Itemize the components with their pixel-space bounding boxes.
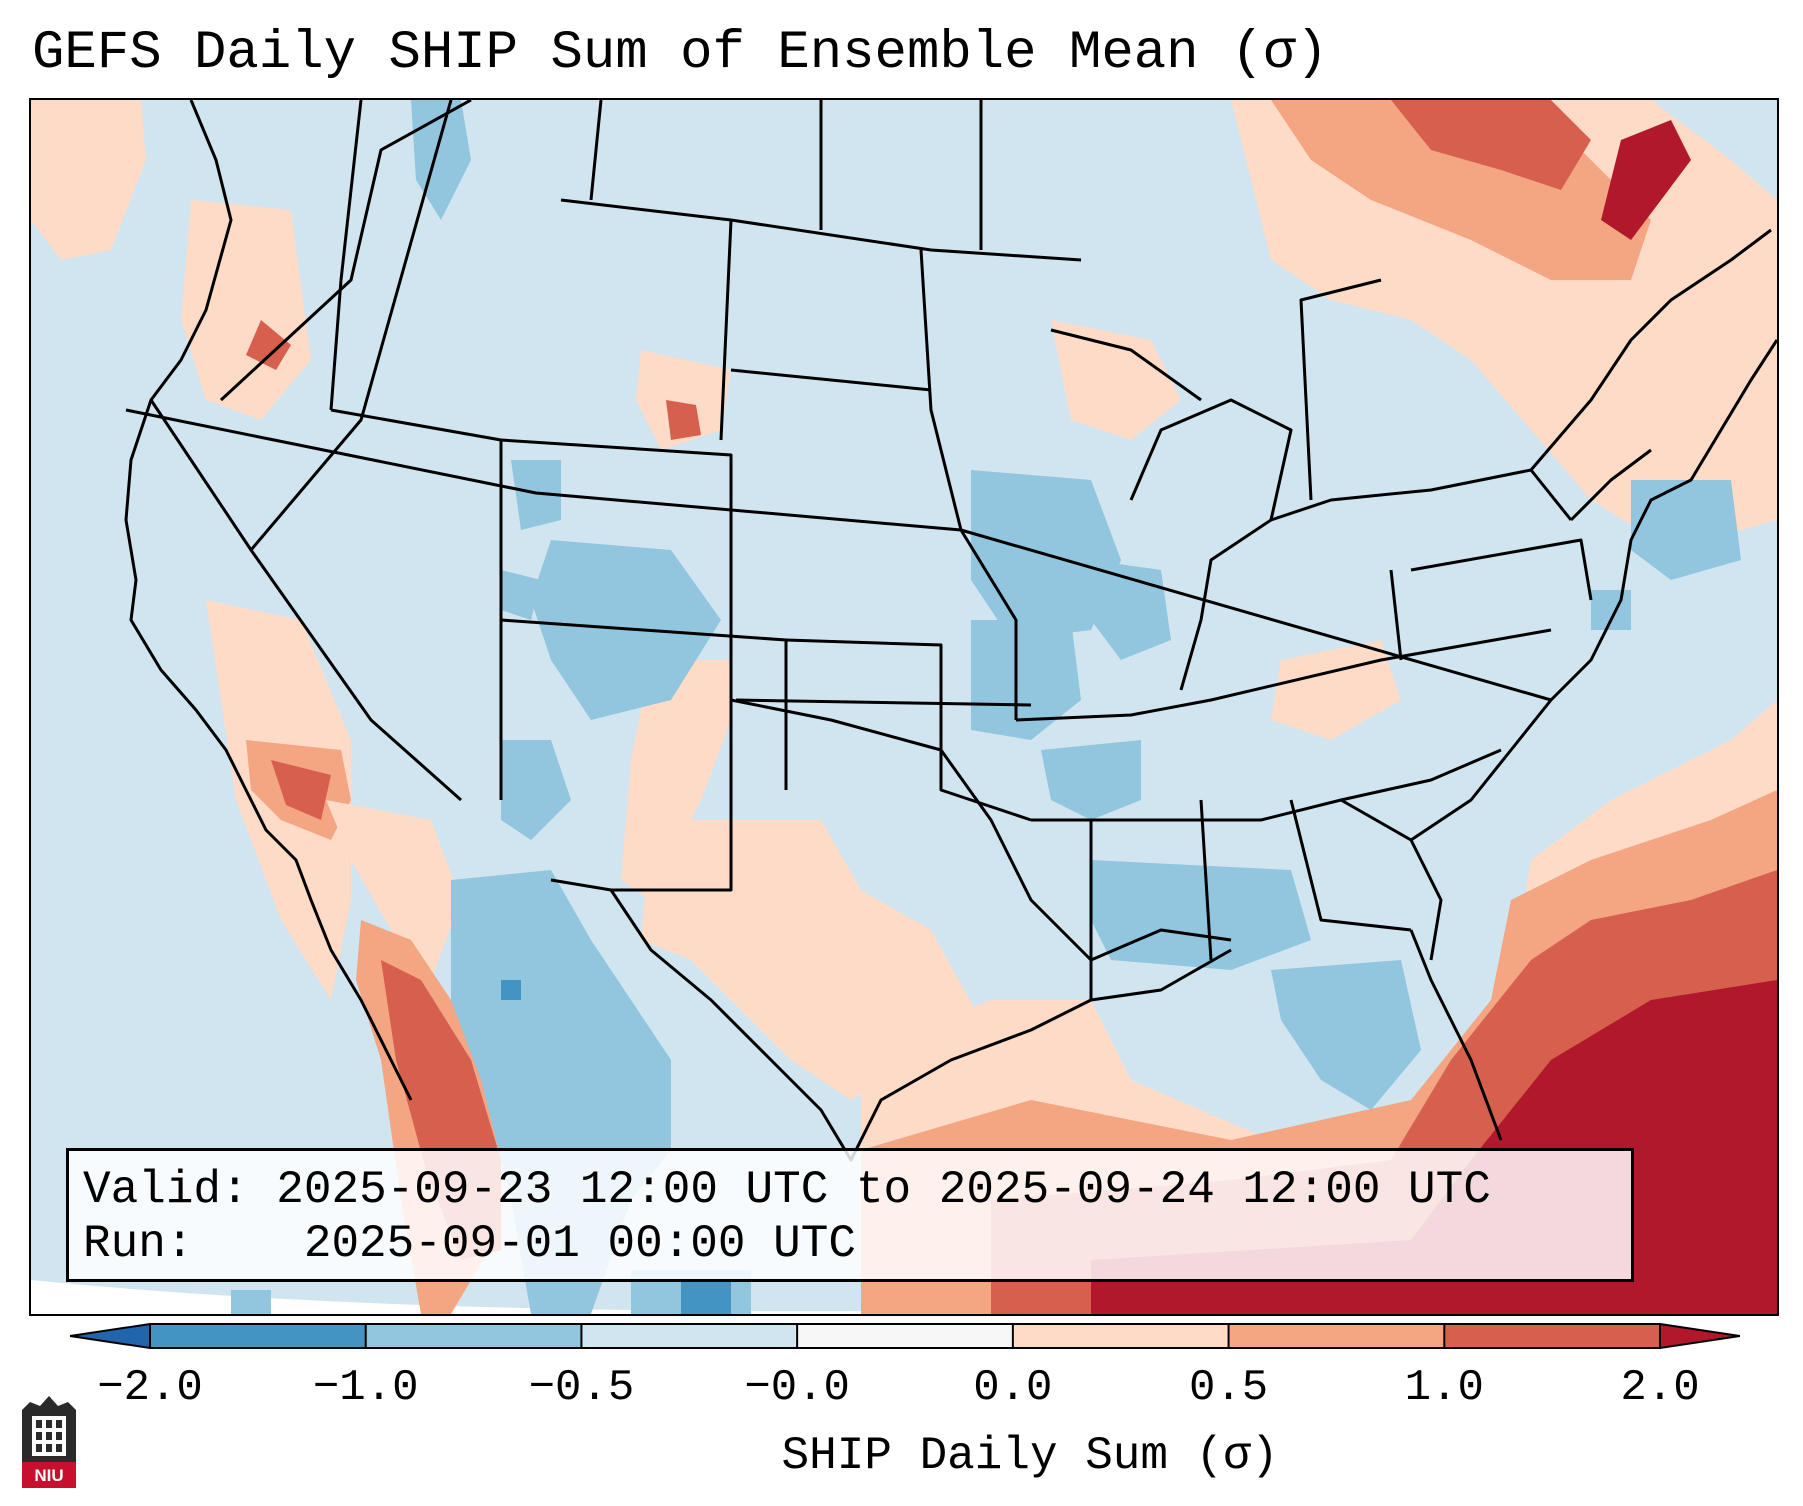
run-line: Run: 2025-09-01 00:00 UTC bbox=[83, 1217, 1631, 1271]
colorbar-tick-label: 1.0 bbox=[1404, 1363, 1484, 1413]
colorbar-segment bbox=[150, 1324, 367, 1348]
colorbar-segment bbox=[365, 1324, 582, 1348]
colorbar-tick-label: −1.0 bbox=[312, 1363, 419, 1413]
run-label: Run: bbox=[83, 1218, 194, 1270]
info-box: Valid: 2025-09-23 12:00 UTC to 2025-09-2… bbox=[66, 1148, 1634, 1282]
colorbar-tick-label: −0.0 bbox=[744, 1363, 850, 1413]
colorbar-tick-label: 0.0 bbox=[973, 1363, 1053, 1413]
colorbar-segment bbox=[581, 1324, 798, 1348]
colorbar-segments bbox=[70, 1324, 1740, 1348]
ship-field-map bbox=[31, 100, 1777, 1314]
chart-title: GEFS Daily SHIP Sum of Ensemble Mean (σ) bbox=[32, 23, 1329, 84]
boundaries bbox=[124, 100, 1777, 1162]
valid-line: Valid: 2025-09-23 12:00 UTC to 2025-09-2… bbox=[83, 1163, 1631, 1217]
run-value: 2025-09-01 00:00 UTC bbox=[303, 1218, 856, 1270]
valid-label: Valid: bbox=[83, 1164, 249, 1216]
svg-text:NIU: NIU bbox=[34, 1466, 63, 1485]
colorbar-segment bbox=[1444, 1324, 1661, 1348]
valid-value: 2025-09-23 12:00 UTC to 2025-09-24 12:00… bbox=[276, 1164, 1491, 1216]
map-panel bbox=[29, 98, 1779, 1316]
colorbar bbox=[70, 1322, 1740, 1350]
colorbar-segment bbox=[70, 1324, 150, 1348]
colorbar-segment bbox=[797, 1324, 1014, 1348]
colorbar-tick-label: 2.0 bbox=[1620, 1363, 1700, 1413]
colorbar-tick-label: −2.0 bbox=[97, 1363, 203, 1413]
colorbar-tick-label: 0.5 bbox=[1188, 1363, 1269, 1413]
colorbar-segment bbox=[1228, 1324, 1445, 1348]
colorbar-label: SHIP Daily Sum (σ) bbox=[781, 1430, 1279, 1482]
colorbar-tick-label: −0.5 bbox=[528, 1363, 635, 1413]
niu-logo: NIU bbox=[22, 1396, 76, 1488]
colorbar-segment bbox=[1660, 1324, 1740, 1348]
colorbar-segment bbox=[1012, 1324, 1230, 1348]
colorbar-ticks bbox=[149, 1324, 1661, 1348]
